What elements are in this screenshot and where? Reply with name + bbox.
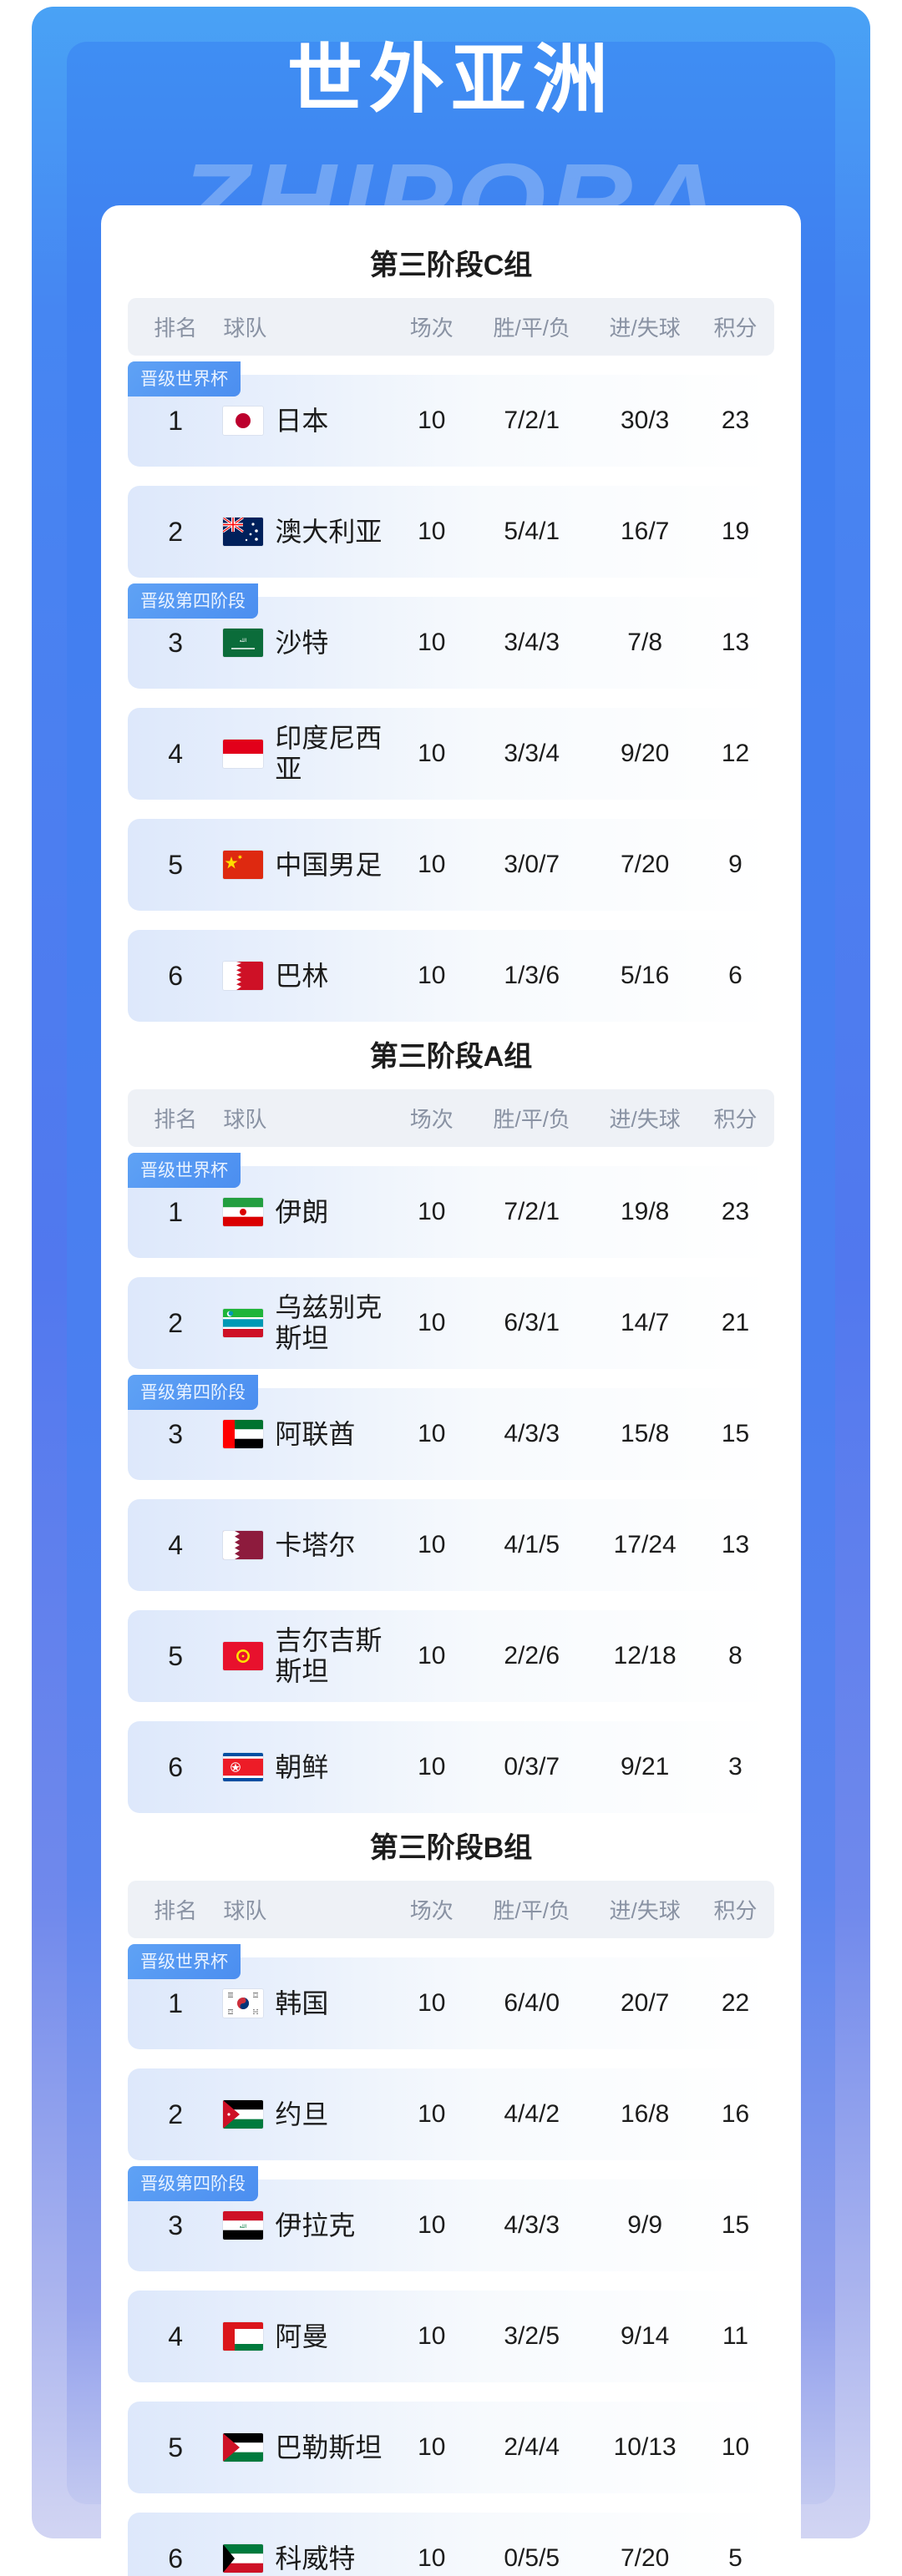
svg-text:الله: الله bbox=[240, 2224, 247, 2230]
svg-text:الله: الله bbox=[240, 638, 247, 644]
